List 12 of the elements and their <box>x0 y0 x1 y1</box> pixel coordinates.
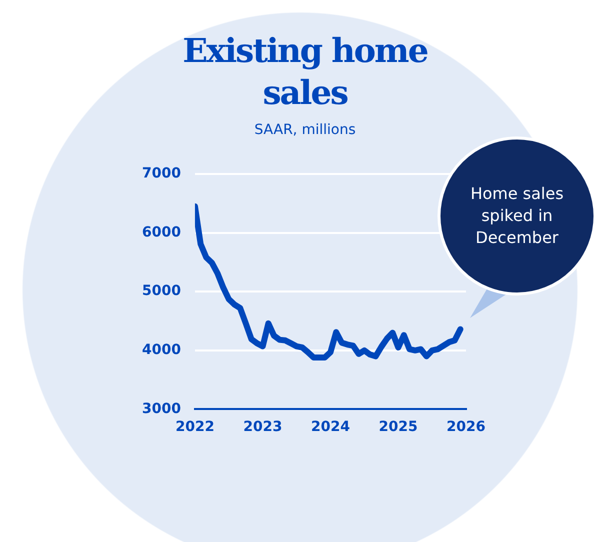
y-tick-label: 3000 <box>142 400 182 417</box>
x-tick-label: 2025 <box>378 419 418 436</box>
chart-title: Existing home sales <box>182 30 428 114</box>
y-tick-label: 4000 <box>142 342 182 358</box>
chart-subtitle: SAAR, millions <box>253 122 357 138</box>
y-tick-label: 5000 <box>142 283 182 300</box>
x-tick-label: 2024 <box>311 419 350 436</box>
x-tick-label: 2023 <box>243 419 282 436</box>
y-tick-label: 6000 <box>142 224 182 240</box>
x-tick-label: 2026 <box>446 419 486 436</box>
x-tick-label: 2022 <box>175 419 214 436</box>
y-tick-label: 7000 <box>142 166 182 182</box>
